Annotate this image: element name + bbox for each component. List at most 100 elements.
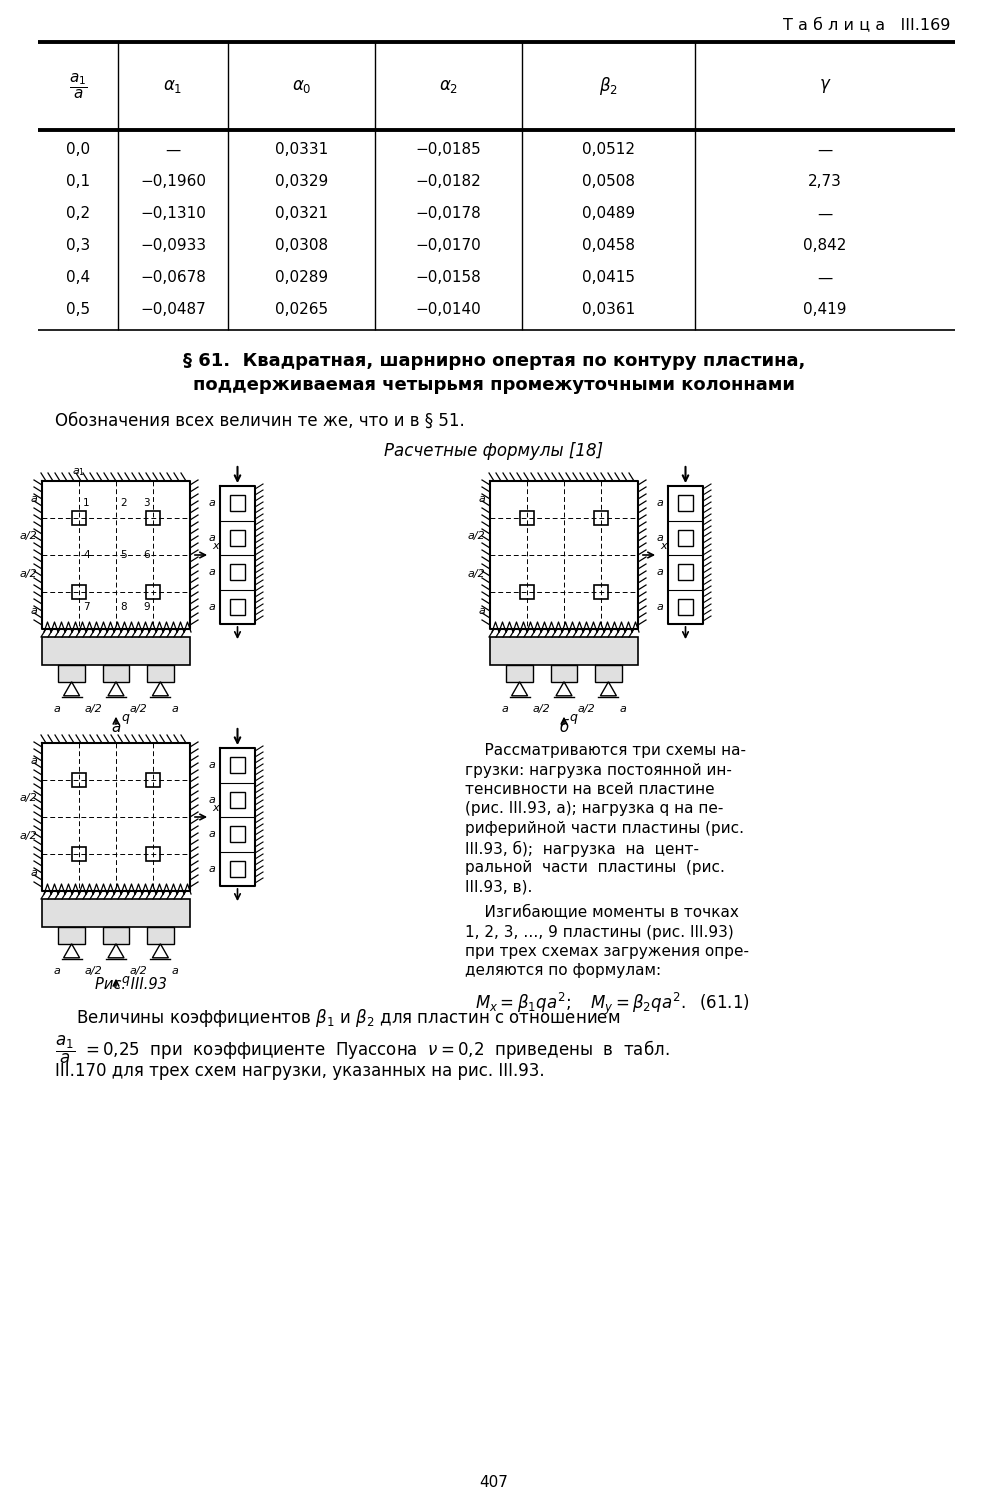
Text: 1: 1: [83, 498, 90, 508]
Bar: [595, 664, 622, 682]
Text: $a_1$: $a_1$: [72, 466, 85, 478]
Text: a: a: [208, 795, 215, 804]
Text: 0,0508: 0,0508: [582, 174, 635, 189]
Text: −0,0140: −0,0140: [415, 303, 482, 318]
Text: a/2: a/2: [578, 704, 595, 714]
Text: −0,0158: −0,0158: [415, 270, 482, 285]
Text: —: —: [817, 142, 833, 158]
Text: a: a: [208, 602, 215, 612]
Text: ральной  части  пластины  (рис.: ральной части пластины (рис.: [465, 859, 725, 874]
Text: −0,0185: −0,0185: [415, 142, 482, 158]
Text: a: a: [208, 830, 215, 840]
Bar: [147, 927, 174, 944]
Text: Т а б л и ц а   III.169: Т а б л и ц а III.169: [782, 18, 950, 33]
Bar: [593, 585, 608, 600]
Text: a: a: [30, 756, 37, 766]
Text: a: a: [656, 498, 663, 508]
Bar: [58, 664, 85, 682]
Text: 0,0265: 0,0265: [275, 303, 328, 318]
Bar: [506, 664, 533, 682]
Text: Обозначения всех величин те же, что и в § 51.: Обозначения всех величин те же, что и в …: [55, 413, 465, 430]
Text: $\dfrac{a_1}{a}$: $\dfrac{a_1}{a}$: [68, 72, 87, 100]
Bar: [229, 495, 245, 512]
Text: a/2: a/2: [533, 704, 551, 714]
Text: −0,0678: −0,0678: [140, 270, 206, 285]
Text: a: a: [208, 864, 215, 873]
Text: 0,0361: 0,0361: [582, 303, 635, 318]
Text: a/2: a/2: [19, 568, 37, 579]
Text: 0,842: 0,842: [803, 238, 847, 254]
Text: Рис. III.93: Рис. III.93: [95, 976, 167, 992]
Text: III.170 для трех схем нагрузки, указанных на рис. III.93.: III.170 для трех схем нагрузки, указанны…: [55, 1062, 545, 1080]
Text: a/2: a/2: [130, 704, 147, 714]
Bar: [147, 664, 174, 682]
Bar: [229, 861, 245, 876]
Text: a/2: a/2: [85, 966, 103, 976]
Text: a: a: [53, 704, 60, 714]
Text: Изгибающие моменты в точках: Изгибающие моменты в точках: [465, 904, 739, 920]
Text: 1, 2, 3, …, 9 пластины (рис. III.93): 1, 2, 3, …, 9 пластины (рис. III.93): [465, 924, 734, 939]
Text: а: а: [112, 720, 121, 735]
Text: 0,4: 0,4: [66, 270, 90, 285]
Text: −0,1960: −0,1960: [140, 174, 206, 189]
Text: при трех схемах загружения опре-: при трех схемах загружения опре-: [465, 944, 749, 958]
Text: 0,0289: 0,0289: [275, 270, 328, 285]
Bar: [677, 495, 693, 512]
Bar: [145, 846, 160, 861]
Text: 6: 6: [143, 550, 149, 560]
Text: $\gamma$: $\gamma$: [819, 76, 832, 94]
Text: 0,0458: 0,0458: [582, 238, 635, 254]
Text: 0,0415: 0,0415: [582, 270, 635, 285]
Text: грузки: нагрузка постоянной ин-: грузки: нагрузка постоянной ин-: [465, 762, 732, 777]
Bar: [519, 510, 534, 525]
Text: б: б: [560, 720, 569, 735]
Text: 0,419: 0,419: [803, 303, 847, 318]
Text: 0,3: 0,3: [66, 238, 90, 254]
Text: a: a: [208, 498, 215, 508]
Bar: [145, 585, 160, 600]
Text: —: —: [817, 207, 833, 222]
Bar: [229, 792, 245, 807]
Bar: [103, 927, 130, 944]
Text: $\alpha_0$: $\alpha_0$: [292, 76, 312, 94]
Text: (рис. III.93, а); нагрузка q на пе-: (рис. III.93, а); нагрузка q на пе-: [465, 801, 723, 816]
Text: 0,0308: 0,0308: [275, 238, 328, 254]
Text: $\beta_2$: $\beta_2$: [599, 75, 618, 98]
Text: a: a: [478, 495, 485, 504]
Text: a: a: [30, 867, 37, 877]
Bar: [103, 664, 130, 682]
Text: § 61.  Квадратная, шарнирно опертая по контуру пластина,: § 61. Квадратная, шарнирно опертая по ко…: [183, 352, 805, 370]
Text: III.93, в).: III.93, в).: [465, 879, 532, 894]
Text: 2: 2: [120, 498, 127, 508]
Text: −0,0178: −0,0178: [415, 207, 482, 222]
Text: a/2: a/2: [19, 831, 37, 840]
Text: q: q: [121, 974, 129, 987]
Text: 0,5: 0,5: [66, 303, 90, 318]
Text: 8: 8: [120, 602, 127, 612]
Text: a: a: [656, 532, 663, 543]
Bar: [42, 898, 190, 927]
Text: x: x: [660, 542, 667, 550]
Text: 0,0: 0,0: [66, 142, 90, 158]
Text: 9: 9: [143, 602, 149, 612]
Bar: [145, 772, 160, 788]
Text: a/2: a/2: [85, 704, 103, 714]
Bar: [229, 758, 245, 772]
Bar: [677, 564, 693, 580]
Bar: [229, 598, 245, 615]
Text: a: a: [30, 495, 37, 504]
Bar: [145, 510, 160, 525]
Text: −0,0170: −0,0170: [415, 238, 482, 254]
Text: a/2: a/2: [130, 966, 147, 976]
Bar: [677, 530, 693, 546]
Bar: [551, 664, 578, 682]
Text: $=0{,}25$  при  коэффициенте  Пуассона  $\nu=0{,}2$  приведены  в  табл.: $=0{,}25$ при коэффициенте Пуассона $\nu…: [82, 1038, 670, 1060]
Text: x: x: [212, 802, 219, 813]
Text: Величины коэффициентов $\beta_1$ и $\beta_2$ для пластин с отношением: Величины коэффициентов $\beta_1$ и $\bet…: [55, 1007, 620, 1029]
Bar: [58, 927, 85, 944]
Text: 3: 3: [143, 498, 149, 508]
Text: —: —: [165, 142, 181, 158]
Text: −0,0487: −0,0487: [140, 303, 206, 318]
Bar: [229, 564, 245, 580]
Text: деляются по формулам:: деляются по формулам:: [465, 963, 661, 978]
